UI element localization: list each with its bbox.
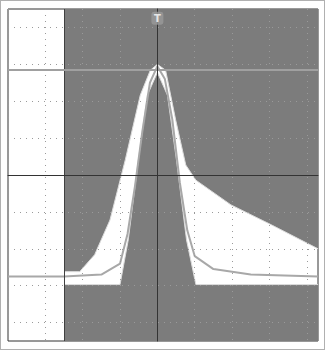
svg-text:T: T xyxy=(154,13,161,24)
